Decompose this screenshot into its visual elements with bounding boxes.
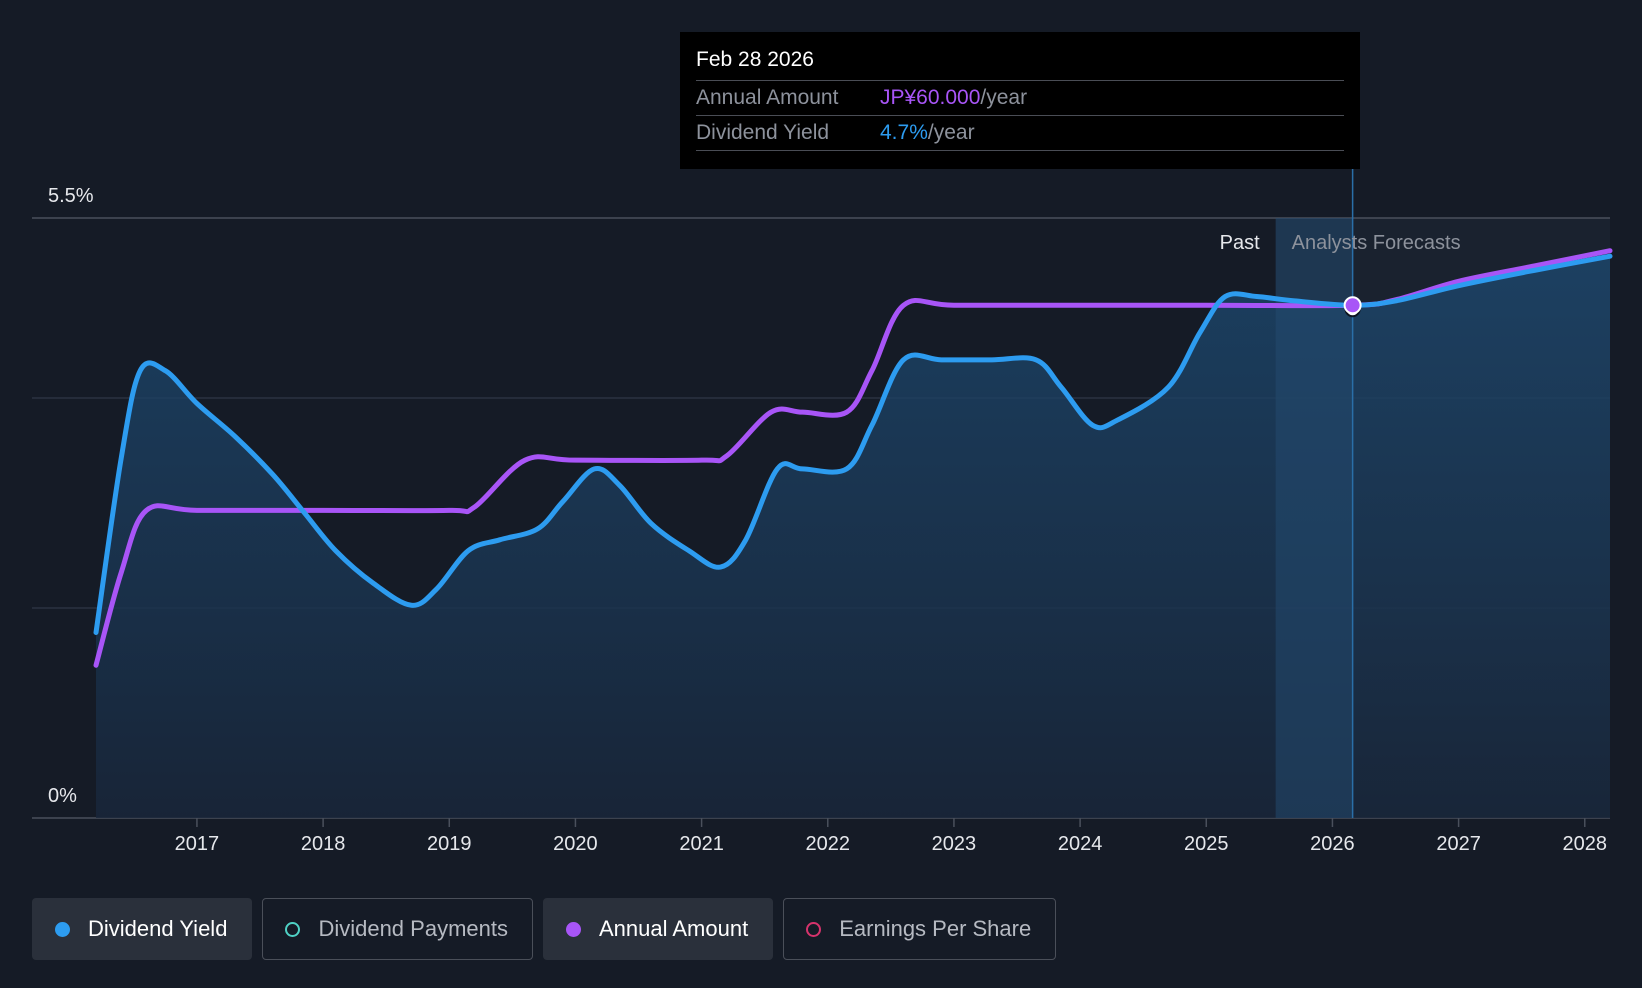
tooltip-unit: /year	[980, 86, 1028, 109]
x-tick-label: 2017	[175, 833, 220, 855]
hover-highlight-band	[1275, 218, 1353, 818]
tooltip-value: JP¥60.000	[880, 86, 981, 109]
tooltip-value: 4.7%	[880, 121, 928, 144]
legend-dividend-yield-button[interactable]: Dividend Yield	[32, 898, 253, 960]
legend-label: Dividend Yield	[88, 916, 228, 941]
dividend-chart: 5.5%0% 2017 2018 2019 2020 2021 2022 2023 2024 2…	[32, 168, 1613, 855]
tooltip-label: Dividend Yield	[696, 121, 830, 144]
y-tick-label: 5.5%	[48, 185, 94, 207]
x-tick-label: 2025	[1184, 833, 1229, 855]
legend-dividend-payments-button[interactable]: Dividend Payments	[262, 898, 533, 960]
legend-annual-amount-button[interactable]: Annual Amount	[542, 898, 774, 960]
legend-ring-icon	[285, 921, 301, 937]
x-axis: 2017 2018 2019 2020 2021 2022 2023 2024 2025 2026…	[175, 818, 1607, 855]
x-tick-label: 2028	[1563, 833, 1608, 855]
x-tick-label: 2022	[806, 833, 851, 855]
chart-tooltip: Feb 28 2026 Annual Amount JP¥60.000 /yea…	[680, 32, 1360, 169]
tooltip-date: Feb 28 2026	[696, 46, 1344, 81]
legend-label: Annual Amount	[598, 916, 749, 941]
legend-ring-icon	[806, 921, 822, 937]
y-tick-label: 0%	[48, 785, 77, 807]
x-tick-label: 2026	[1310, 833, 1355, 855]
x-tick-label: 2024	[1058, 833, 1103, 855]
legend-earnings-per-share-button[interactable]: Earnings Per Share	[783, 898, 1057, 960]
legend-label: Earnings Per Share	[839, 916, 1032, 941]
x-tick-label: 2027	[1436, 833, 1481, 855]
x-tick-label: 2020	[553, 833, 598, 855]
chart-legend: Dividend Yield Dividend Payments Annual …	[32, 898, 1057, 960]
x-tick-label: 2018	[301, 833, 346, 855]
tooltip-row-annual-amount: Annual Amount JP¥60.000 /year	[696, 81, 1344, 116]
analysts-forecasts-label: Analysts Forecasts	[1292, 232, 1461, 254]
x-tick-label: 2023	[932, 833, 977, 855]
past-label: Past	[1220, 232, 1260, 254]
y-axis: 5.5% 0%	[48, 185, 94, 807]
legend-label: Dividend Payments	[318, 916, 508, 941]
x-tick-label: 2021	[679, 833, 724, 855]
annual-amount-marker	[1343, 296, 1362, 315]
dividend-yield-line	[93, 253, 1613, 636]
tooltip-row-dividend-yield: Dividend Yield 4.7% /year	[696, 116, 1344, 151]
legend-dot-icon	[565, 921, 581, 937]
tooltip-label: Annual Amount	[696, 86, 839, 109]
tooltip-unit: /year	[927, 121, 975, 144]
hover-markers	[1343, 296, 1362, 318]
dividend-yield-area	[96, 256, 1610, 818]
x-tick-label: 2019	[427, 833, 472, 855]
legend-dot-icon	[55, 921, 70, 937]
